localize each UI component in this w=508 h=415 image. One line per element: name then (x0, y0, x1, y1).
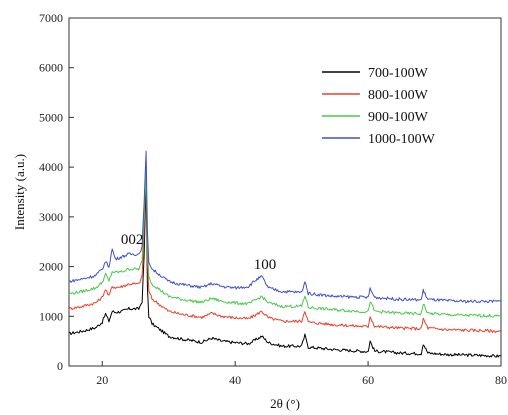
series-layer (68, 150, 502, 358)
x-tick-label: 60 (362, 373, 374, 387)
plot-frame (68, 17, 502, 367)
y-tick-label: 1000 (39, 309, 63, 323)
legend-label: 900-100W (368, 110, 429, 125)
x-tick-label: 20 (96, 373, 108, 387)
peak-annotation: 002 (121, 232, 144, 248)
x-axis-title: 2θ (°) (270, 396, 300, 411)
peak-annotation: 100 (254, 257, 277, 273)
x-tick-label: 40 (229, 373, 241, 387)
y-axis-title: Intensity (a.u.) (12, 154, 27, 230)
x-axis: 20 40 60 80 (96, 361, 507, 387)
y-tick-label: 2000 (39, 260, 63, 274)
y-tick-label: 5000 (39, 110, 63, 124)
series-line-700-100W (68, 181, 502, 358)
legend-label: 700-100W (368, 66, 429, 81)
y-tick-label: 7000 (39, 11, 63, 25)
y-tick-label: 6000 (39, 61, 63, 75)
y-tick-label: 0 (57, 359, 63, 373)
legend: 700-100W 800-100W 900-100W 1000-100W (322, 66, 436, 147)
x-tick-label: 80 (495, 373, 507, 387)
y-tick-label: 3000 (39, 210, 63, 224)
series-line-800-100W (68, 161, 502, 334)
annotation-layer: 002 100 (121, 232, 276, 273)
series-line-900-100W (68, 170, 502, 318)
y-tick-label: 4000 (39, 160, 63, 174)
legend-label: 800-100W (368, 88, 429, 103)
legend-label: 1000-100W (368, 132, 436, 147)
series-line-1000-100W (68, 150, 502, 304)
y-axis: 0 1000 2000 3000 4000 5000 6000 7000 (39, 11, 74, 373)
